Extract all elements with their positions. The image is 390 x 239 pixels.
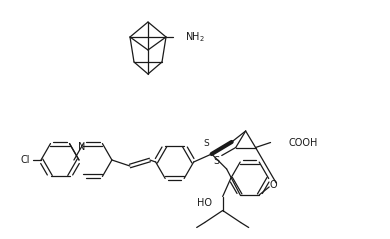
Text: Cl: Cl [20,155,30,165]
Text: HO: HO [197,197,212,207]
Text: COOH: COOH [289,137,318,147]
Text: N: N [78,141,85,152]
Text: S: S [214,156,220,165]
Text: S: S [204,140,209,148]
Text: NH$_2$: NH$_2$ [185,30,205,44]
Text: O: O [269,180,277,190]
